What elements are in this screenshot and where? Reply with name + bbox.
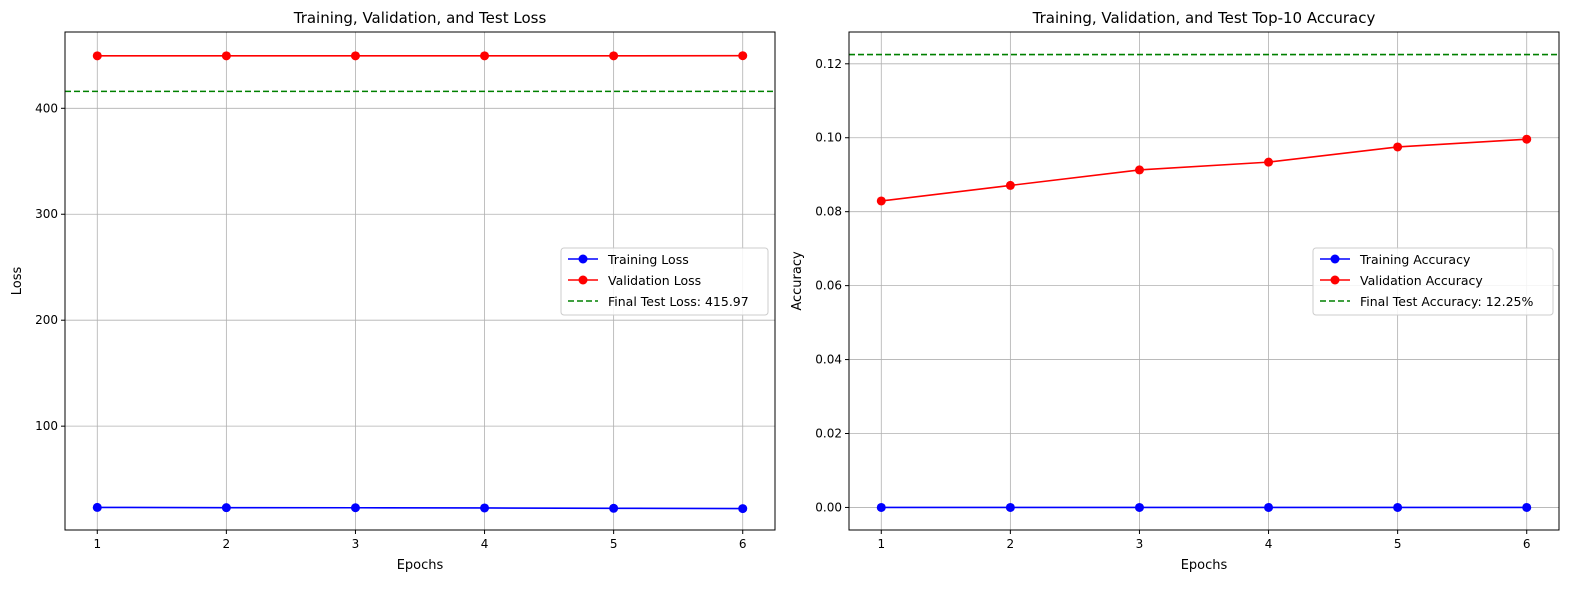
accuracy-validation-point [1393,142,1403,152]
accuracy-y-tick-label: 0.10 [815,131,842,145]
loss-legend-test-label: Final Test Loss: 415.97 [608,294,749,309]
accuracy-y-axis-label: Accuracy [790,251,805,311]
accuracy-chart: 1 2 3 4 5 6 0.00 0.02 0.04 0.06 0.08 0.10 0.12 Train… [790,9,1560,573]
loss-x-tick-label: 1 [93,537,101,551]
accuracy-validation-line [881,138,1527,202]
loss-y-tick-label: 400 [35,101,58,115]
accuracy-legend-box [1312,247,1554,316]
loss-chart: 1 2 3 4 5 6 100 200 300 400 Training, Validation,… [10,9,776,573]
accuracy-training-point [1393,502,1403,512]
accuracy-validation-point [876,196,886,206]
loss-legend-validation-marker [578,275,588,285]
loss-validation-point [221,51,231,61]
accuracy-training-point [1005,502,1015,512]
loss-y-axis-label: Loss [10,267,25,296]
accuracy-validation-point [1134,165,1144,175]
accuracy-legend-test-label: Final Test Accuracy: 12.25% [1360,294,1533,309]
loss-validation-point [738,51,748,61]
loss-training-point [738,504,748,514]
loss-validation-point [609,51,619,61]
loss-y-tick-label: 200 [35,313,58,327]
loss-training-point [609,503,619,513]
loss-x-axis-label: Epochs [397,558,444,573]
loss-training-point [480,503,490,513]
loss-training-line [97,506,743,510]
accuracy-plot-frame [848,31,1560,531]
loss-chart-title: Training, Validation, and Test Loss [293,9,547,27]
loss-validation-point [92,51,102,61]
loss-x-tick-label: 5 [610,537,618,551]
accuracy-legend-validation-marker [1330,275,1340,285]
loss-validation-point [350,51,360,61]
accuracy-y-tick-label: 0.12 [815,57,842,71]
accuracy-training-point [876,502,886,512]
loss-training-point [221,503,231,513]
loss-legend: Training Loss Validation Loss Final Test… [560,247,769,316]
accuracy-validation-point [1522,134,1532,144]
loss-training-point [350,503,360,513]
accuracy-x-axis-label: Epochs [1181,558,1228,573]
loss-legend-validation-label: Validation Loss [608,273,701,288]
accuracy-x-tick-label: 1 [877,537,885,551]
loss-legend-training-marker [578,254,588,264]
loss-y-tick-label: 100 [35,419,58,433]
loss-training-point [92,502,102,512]
accuracy-y-tick-label: 0.08 [815,205,842,219]
accuracy-y-tick-label: 0.06 [815,279,842,293]
accuracy-training-point [1522,502,1532,512]
loss-x-tick-label: 6 [739,537,747,551]
loss-y-tick-label: 300 [35,207,58,221]
accuracy-training-point [1134,502,1144,512]
accuracy-legend-training-marker [1330,254,1340,264]
loss-validation-point [480,51,490,61]
accuracy-y-tick-label: 0.04 [815,353,842,367]
accuracy-y-tick-label: 0.00 [815,500,842,514]
loss-legend-training-label: Training Loss [607,252,689,267]
accuracy-legend: Training Accuracy Validation Accuracy Fi… [1312,247,1554,316]
accuracy-x-tick-label: 2 [1007,537,1015,551]
accuracy-x-tick-label: 5 [1394,537,1402,551]
accuracy-chart-title: Training, Validation, and Test Top-10 Ac… [1032,9,1376,27]
accuracy-legend-validation-label: Validation Accuracy [1360,273,1483,288]
accuracy-validation-point [1005,180,1015,190]
accuracy-training-point [1264,502,1274,512]
accuracy-y-tick-label: 0.02 [815,427,842,441]
accuracy-x-tick-label: 4 [1265,537,1273,551]
accuracy-x-tick-label: 6 [1523,537,1531,551]
accuracy-legend-training-label: Training Accuracy [1359,252,1471,267]
accuracy-x-tick-label: 3 [1136,537,1144,551]
loss-plot-frame [64,31,776,531]
accuracy-validation-point [1264,157,1274,167]
loss-x-tick-label: 2 [223,537,231,551]
loss-x-tick-label: 4 [481,537,489,551]
loss-legend-box [560,247,769,316]
loss-x-tick-label: 3 [352,537,360,551]
